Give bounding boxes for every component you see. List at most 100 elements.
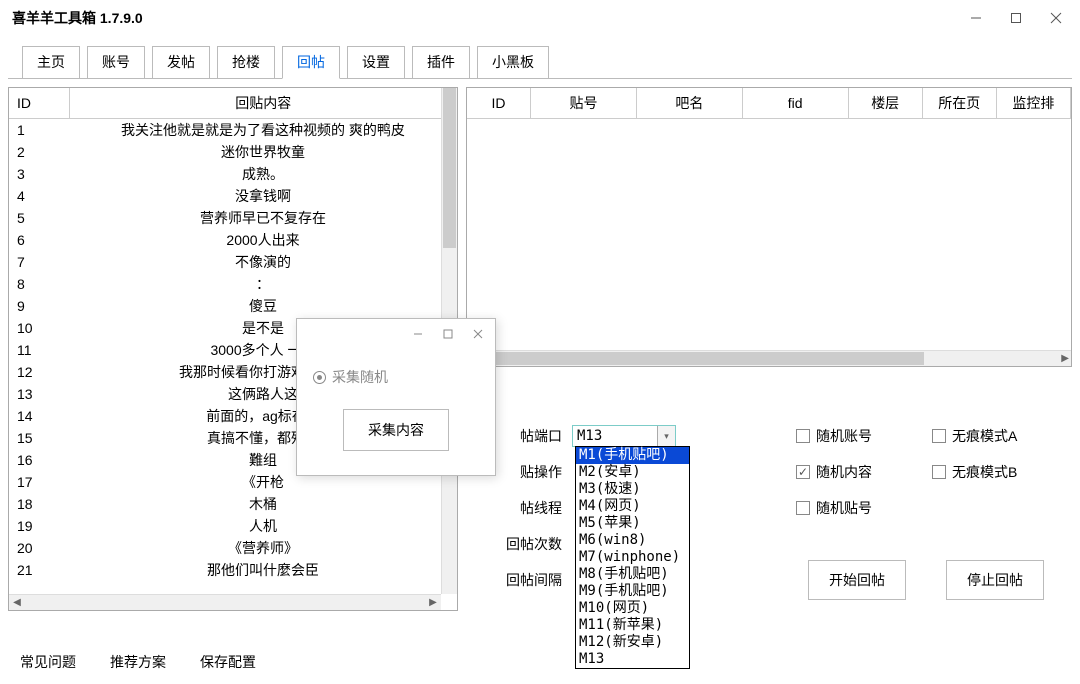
port-combo[interactable]: M13 ▾	[572, 425, 676, 447]
cell-content: 2000人出来	[69, 229, 457, 251]
tab-3[interactable]: 抢楼	[217, 46, 275, 78]
cell-id: 16	[9, 449, 69, 471]
dropdown-item[interactable]: M10(网页)	[576, 600, 689, 617]
table-row[interactable]: 21那他们叫什麼会臣	[9, 559, 457, 581]
trace-b-checkbox[interactable]: 无痕模式B	[932, 462, 1017, 482]
col-header[interactable]: ID	[467, 88, 531, 119]
scrollbar-thumb[interactable]	[494, 352, 924, 365]
scroll-right-icon[interactable]: ▶	[425, 595, 441, 609]
stop-reply-button[interactable]: 停止回帖	[946, 560, 1044, 600]
cell-content: 没拿钱啊	[69, 185, 457, 207]
table-row[interactable]: 19人机	[9, 515, 457, 537]
cell-content: 营养师早已不复存在	[69, 207, 457, 229]
table-row[interactable]: 9傻豆	[9, 295, 457, 317]
dropdown-item[interactable]: M2(安卓)	[576, 464, 689, 481]
col-header[interactable]: 所在页	[922, 88, 996, 119]
table-row[interactable]: 18木桶	[9, 493, 457, 515]
footer-link[interactable]: 常见问题	[20, 652, 76, 672]
dropdown-item[interactable]: M7(winphone)	[576, 549, 689, 566]
cell-content: 那他们叫什麼会臣	[69, 559, 457, 581]
col-header[interactable]: 楼层	[848, 88, 922, 119]
tab-4[interactable]: 回帖	[282, 46, 340, 79]
cell-id: 13	[9, 383, 69, 405]
col-header[interactable]: fid	[742, 88, 848, 119]
cell-id: 5	[9, 207, 69, 229]
table-row[interactable]: 62000人出来	[9, 229, 457, 251]
col-content[interactable]: 回贴内容	[69, 88, 457, 119]
col-header[interactable]: 吧名	[636, 88, 742, 119]
rand-tieno-checkbox[interactable]: 随机贴号	[796, 498, 872, 518]
table-row[interactable]: 5营养师早已不复存在	[9, 207, 457, 229]
right-table-container: ID贴号吧名fid楼层所在页监控排 ◀ ▶	[466, 87, 1072, 367]
cell-id: 6	[9, 229, 69, 251]
dropdown-item[interactable]: M5(苹果)	[576, 515, 689, 532]
tab-5[interactable]: 设置	[347, 46, 405, 78]
tab-7[interactable]: 小黑板	[477, 46, 549, 78]
table-row[interactable]: 20《营养师》	[9, 537, 457, 559]
cell-id: 4	[9, 185, 69, 207]
horizontal-scrollbar[interactable]: ◀ ▶	[9, 594, 441, 610]
popup-maximize-button[interactable]	[433, 322, 463, 346]
cell-content: ：	[69, 273, 457, 295]
col-header[interactable]: 贴号	[531, 88, 637, 119]
dropdown-item[interactable]: M11(新苹果)	[576, 617, 689, 634]
cell-id: 17	[9, 471, 69, 493]
minimize-button[interactable]	[956, 3, 996, 33]
checkbox-icon	[932, 465, 946, 479]
checkbox-icon	[932, 429, 946, 443]
start-reply-button[interactable]: 开始回帖	[808, 560, 906, 600]
popup-close-button[interactable]	[463, 322, 493, 346]
monitor-table: ID贴号吧名fid楼层所在页监控排	[467, 88, 1071, 119]
table-row[interactable]: 4没拿钱啊	[9, 185, 457, 207]
dropdown-item[interactable]: M12(新安卓)	[576, 634, 689, 651]
tab-6[interactable]: 插件	[412, 46, 470, 78]
cell-id: 7	[9, 251, 69, 273]
popup-minimize-button[interactable]	[403, 322, 433, 346]
cell-content: 不像演的	[69, 251, 457, 273]
cell-id: 15	[9, 427, 69, 449]
chevron-down-icon[interactable]: ▾	[657, 426, 675, 446]
collect-random-radio[interactable]: 采集随机	[313, 367, 479, 387]
collect-content-button[interactable]: 采集内容	[343, 409, 449, 451]
dropdown-item[interactable]: M4(网页)	[576, 498, 689, 515]
tab-1[interactable]: 账号	[87, 46, 145, 78]
dropdown-item[interactable]: M8(手机贴吧)	[576, 566, 689, 583]
rand-content-checkbox[interactable]: 随机内容	[796, 462, 872, 482]
port-dropdown-list[interactable]: M1(手机贴吧)M2(安卓)M3(极速)M4(网页)M5(苹果)M6(win8)…	[575, 446, 690, 669]
col-id[interactable]: ID	[9, 88, 69, 119]
cell-id: 11	[9, 339, 69, 361]
table-row[interactable]: 8：	[9, 273, 457, 295]
label-op: 贴操作	[497, 462, 562, 482]
dropdown-item[interactable]: M6(win8)	[576, 532, 689, 549]
scrollbar-thumb[interactable]	[443, 88, 456, 248]
table-row[interactable]: 1我关注他就是就是为了看这种视频的 爽的鸭皮	[9, 119, 457, 142]
trace-a-checkbox[interactable]: 无痕模式A	[932, 426, 1017, 446]
scroll-left-icon[interactable]: ◀	[9, 595, 25, 609]
table-row[interactable]: 7不像演的	[9, 251, 457, 273]
footer-link[interactable]: 推荐方案	[110, 652, 166, 672]
close-button[interactable]	[1036, 3, 1076, 33]
scroll-right-icon[interactable]: ▶	[1061, 353, 1069, 364]
radio-icon	[313, 371, 326, 384]
dropdown-item[interactable]: M1(手机贴吧)	[576, 447, 689, 464]
label-port: 帖端口	[497, 426, 562, 446]
titlebar: 喜羊羊工具箱 1.7.9.0	[0, 0, 1080, 36]
footer-bar: 常见问题 推荐方案 保存配置	[0, 640, 256, 684]
right-horizontal-scrollbar[interactable]: ◀ ▶	[467, 350, 1071, 366]
rand-account-checkbox[interactable]: 随机账号	[796, 426, 872, 446]
dropdown-item[interactable]: M13	[576, 651, 689, 668]
combo-value: M13	[573, 428, 657, 444]
tab-2[interactable]: 发帖	[152, 46, 210, 78]
cell-content: 《营养师》	[69, 537, 457, 559]
label-thread: 帖线程	[497, 498, 562, 518]
col-header[interactable]: 监控排	[996, 88, 1070, 119]
dropdown-item[interactable]: M3(极速)	[576, 481, 689, 498]
maximize-button[interactable]	[996, 3, 1036, 33]
table-row[interactable]: 2迷你世界牧童	[9, 141, 457, 163]
table-row[interactable]: 3成熟。	[9, 163, 457, 185]
collect-popup: 采集随机 采集内容	[296, 318, 496, 476]
dropdown-item[interactable]: M9(手机贴吧)	[576, 583, 689, 600]
cell-content: 成熟。	[69, 163, 457, 185]
tab-0[interactable]: 主页	[22, 46, 80, 78]
footer-link[interactable]: 保存配置	[200, 652, 256, 672]
